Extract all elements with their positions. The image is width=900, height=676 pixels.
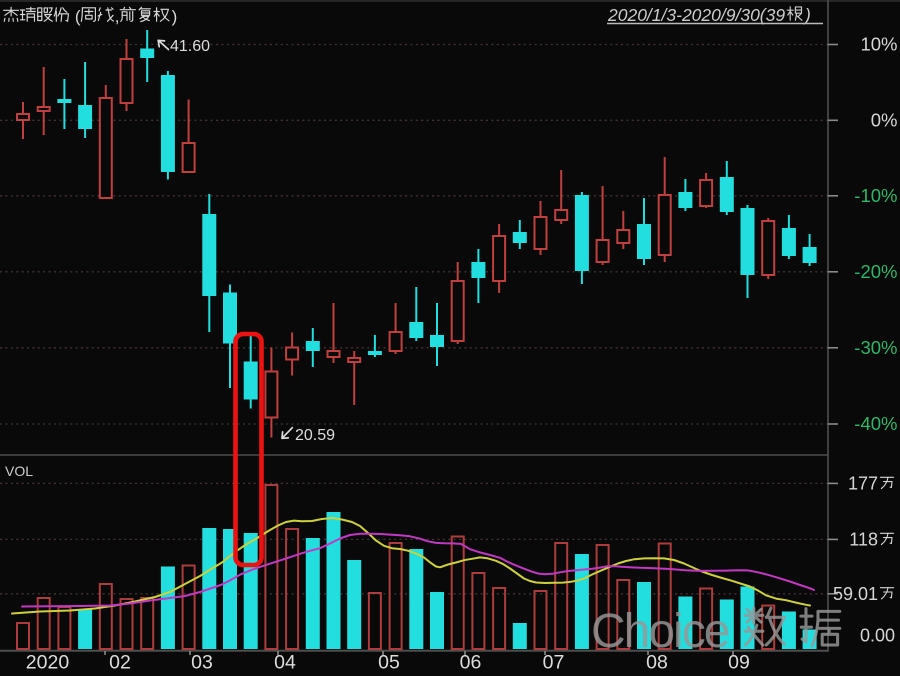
- svg-text:09: 09: [728, 652, 750, 674]
- svg-text:): ): [803, 5, 811, 25]
- svg-text:08: 08: [646, 652, 668, 674]
- svg-text:05: 05: [378, 652, 400, 674]
- svg-text:Choice: Choice: [591, 605, 729, 658]
- svg-text:(: (: [75, 7, 81, 26]
- svg-text:VOL: VOL: [5, 463, 33, 479]
- svg-text:-40%: -40%: [854, 413, 897, 434]
- svg-text:20.59: 20.59: [295, 427, 335, 444]
- svg-text:41.60: 41.60: [170, 38, 210, 55]
- svg-text:): ): [172, 7, 178, 26]
- svg-text:06: 06: [460, 652, 482, 674]
- svg-text:02: 02: [109, 652, 131, 674]
- svg-text:-10%: -10%: [854, 185, 897, 206]
- svg-text:177: 177: [848, 473, 878, 493]
- svg-text:59.01: 59.01: [833, 584, 878, 604]
- svg-text:-20%: -20%: [854, 261, 897, 282]
- svg-text:-30%: -30%: [854, 337, 897, 358]
- svg-text:118: 118: [849, 529, 878, 549]
- svg-text:07: 07: [543, 652, 565, 674]
- svg-text:03: 03: [191, 652, 213, 674]
- svg-text:04: 04: [274, 652, 296, 674]
- svg-text:,: ,: [115, 7, 120, 26]
- svg-text:0.00: 0.00: [860, 626, 895, 646]
- svg-text:2020: 2020: [26, 652, 70, 674]
- svg-text:2020/1/3-2020/9/30(39: 2020/1/3-2020/9/30(39: [607, 5, 785, 25]
- svg-text:0%: 0%: [871, 109, 898, 130]
- svg-text:10%: 10%: [860, 34, 897, 55]
